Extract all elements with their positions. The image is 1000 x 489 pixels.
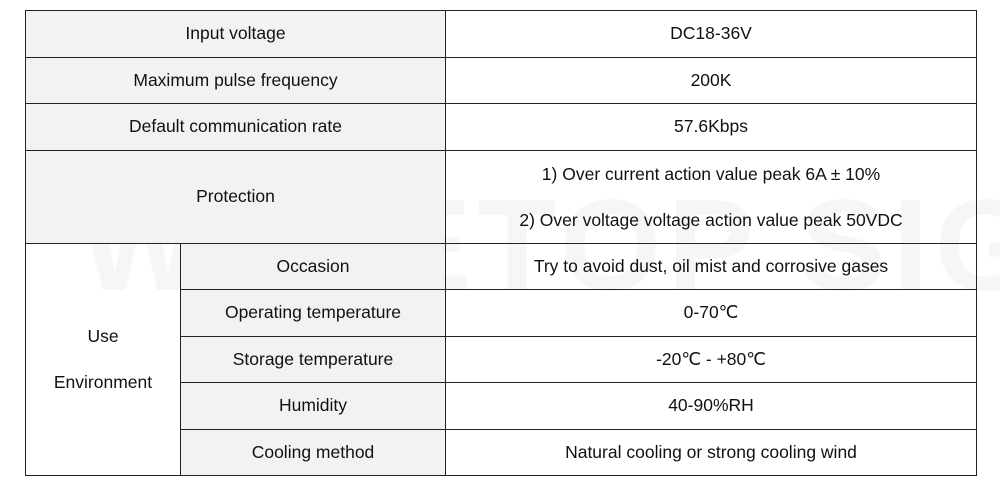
value: 1) Over current action value peak 6A ± 1… — [445, 149, 977, 244]
label: Occasion — [180, 242, 446, 290]
value: 200K — [445, 56, 977, 104]
row: Storage temperature -20℃ - +80℃ — [26, 335, 977, 383]
label: Operating temperature — [180, 289, 446, 337]
value: 57.6Kbps — [445, 103, 977, 151]
row: Cooling method Natural cooling or strong … — [26, 428, 977, 476]
spec-table: Input voltage DC18-36V Maximum pulse freq… — [25, 10, 977, 476]
label: Storage temperature — [180, 335, 446, 383]
label: Maximum pulse frequency — [25, 56, 446, 104]
value: -20℃ - +80℃ — [445, 335, 977, 383]
label: Cooling method — [180, 428, 446, 476]
label: Protection — [25, 149, 446, 244]
value: 40-90%RH — [445, 382, 977, 430]
group-label-line: Environment — [53, 372, 153, 393]
row: Use Environment Occasion Try to avoid dust,… — [25, 242, 977, 476]
row: Maximum pulse frequency 200K — [25, 56, 977, 104]
label: Humidity — [180, 382, 446, 430]
value-line: 1) Over current action value peak 6A ± 1… — [541, 163, 881, 184]
label: Input voltage — [25, 10, 446, 58]
row: Input voltage DC18-36V — [25, 10, 977, 58]
row: Default communication rate 57.6Kbps — [25, 103, 977, 151]
group-label: Use Environment — [25, 242, 181, 476]
label: Default communication rate — [25, 103, 446, 151]
value: 0-70℃ — [445, 289, 977, 337]
row: Operating temperature 0-70℃ — [26, 289, 977, 337]
row: Humidity 40-90%RH — [26, 382, 977, 430]
group-label-line: Use — [87, 326, 119, 347]
value: DC18-36V — [445, 10, 977, 58]
value: Try to avoid dust, oil mist and corrosiv… — [445, 242, 977, 290]
value: Natural cooling or strong cooling wind — [445, 428, 977, 476]
value-line: 2) Over voltage voltage action value pea… — [519, 209, 903, 230]
row: Protection 1) Over current action value p… — [25, 149, 977, 244]
